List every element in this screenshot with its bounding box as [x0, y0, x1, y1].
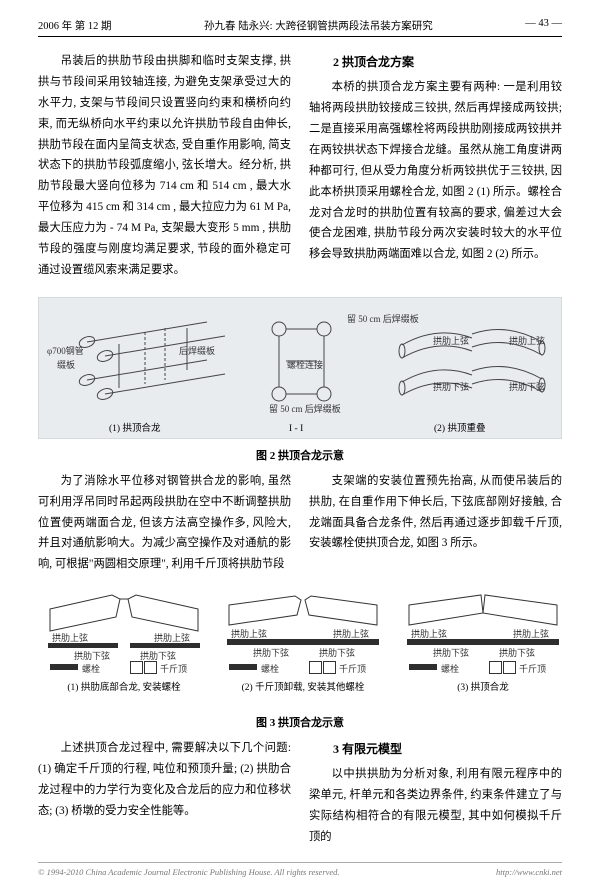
para-right1: 本桥的拱顶合龙方案主要有两种: 一是利用铰轴将两段拱肋铰接成三铰拱, 然后再焊接… — [309, 77, 562, 265]
col-right-2: 支架端的安装位置预先抬高, 从而使吊装后的拱肋, 在自重作用下伸长后, 下弦底部… — [309, 471, 562, 579]
para-left2: 为了消除水平位移对钢管拱合龙的影响, 虽然可利用浮吊同时吊起两段拱肋在空中不断调… — [38, 471, 291, 575]
fig3-p3-jack-lbl: 千斤顶 — [519, 662, 546, 675]
figure-3-box: 拱肋上弦 拱肋上弦 拱肋下弦 拱肋下弦 螺栓 千斤顶 (1) 拱肋底部合龙, 安… — [38, 591, 562, 706]
page-footer: © 1994-2010 China Academic Journal Elect… — [38, 862, 562, 877]
para-left3: 上述拱顶合龙过程中, 需要解决以下几个问题: (1) 确定千斤顶的行程, 吨位和… — [38, 738, 291, 822]
fig3-panel1: 拱肋上弦 拱肋上弦 拱肋下弦 拱肋下弦 螺栓 千斤顶 (1) 拱肋底部合龙, 安… — [44, 591, 204, 691]
fig3-p2-jack1 — [309, 661, 322, 674]
fig3-panel2: 拱肋上弦 拱肋上弦 拱肋下弦 拱肋下弦 螺栓 千斤顶 (2) 千斤顶卸载, 安装… — [223, 591, 383, 691]
columns-3: 上述拱顶合龙过程中, 需要解决以下几个问题: (1) 确定千斤顶的行程, 吨位和… — [38, 738, 562, 852]
fig2-lbl-upper2: 拱肋上弦 — [509, 334, 545, 347]
fig3-p3-low-r: 拱肋下弦 — [499, 646, 535, 659]
col-left-3: 上述拱顶合龙过程中, 需要解决以下几个问题: (1) 确定千斤顶的行程, 吨位和… — [38, 738, 291, 852]
fig3-p3-bolt-lbl: 螺栓 — [441, 662, 459, 675]
fig2-panel1-svg — [57, 312, 237, 417]
fig3-p2-jack-lbl: 千斤顶 — [339, 662, 366, 675]
para-left1: 吊装后的拱肋节段由拱脚和临时支架支撑, 拱拱与节段间采用铰轴连接, 为避免支架承… — [38, 51, 291, 281]
col-right-3: 3 有限元模型 以中拱拱肋为分析对象, 利用有限元程序中的梁单元, 杆单元和各类… — [309, 738, 562, 852]
fig3-p1-low-l: 拱肋下弦 — [74, 649, 110, 662]
section-3-title: 3 有限元模型 — [309, 738, 562, 760]
figure-2-caption: 图 2 拱顶合龙示意 — [38, 447, 562, 463]
header-center: 孙九春 陆永兴: 大跨径钢管拱两段法吊装方案研究 — [204, 18, 433, 33]
figure-2-box: φ700钢管 缀板 后焊缀板 螺栓连接 留 50 cm 后焊缀板 — [38, 297, 562, 439]
fig3-p1-bolt — [50, 664, 78, 670]
fig2-lbl-lower1: 拱肋下弦 — [433, 380, 469, 393]
page-header: 2006 年 第 12 期 孙九春 陆永兴: 大跨径钢管拱两段法吊装方案研究 —… — [38, 18, 562, 37]
fig2-lbl-lower2: 拱肋下弦 — [509, 380, 545, 393]
figure-3: 拱肋上弦 拱肋上弦 拱肋下弦 拱肋下弦 螺栓 千斤顶 (1) 拱肋底部合龙, 安… — [38, 591, 562, 730]
fig2-lbl-houhan: 后焊缀板 — [179, 344, 215, 357]
fig3-p2-low-r: 拱肋下弦 — [319, 646, 355, 659]
fig2-lbl-upper1: 拱肋上弦 — [433, 334, 469, 347]
columns-2: 为了消除水平位移对钢管拱合龙的影响, 虽然可利用浮吊同时吊起两段拱肋在空中不断调… — [38, 471, 562, 579]
fig3-p3-low-l: 拱肋下弦 — [433, 646, 469, 659]
fig2-sub2: (2) 拱顶重叠 — [434, 420, 485, 434]
fig3-p1-bar-r — [130, 643, 200, 648]
fig3-p1-bar-l — [48, 643, 118, 648]
fig3-p1-jack1 — [130, 661, 143, 674]
page: 2006 年 第 12 期 孙九春 陆永兴: 大跨径钢管拱两段法吊装方案研究 —… — [0, 0, 600, 887]
fig3-p3-bar — [407, 639, 559, 645]
fig3-p2-bolt — [229, 664, 257, 670]
fig3-p2-bar — [227, 639, 379, 645]
fig2-mid: I - I — [289, 424, 303, 434]
fig3-p3-bolt — [409, 664, 437, 670]
fig2-sub1: (1) 拱顶合龙 — [109, 420, 160, 434]
fig3-p2-bolt-lbl: 螺栓 — [261, 662, 279, 675]
fig2-lbl-phi700: φ700钢管 — [47, 344, 84, 357]
columns-1: 吊装后的拱肋节段由拱脚和临时支架支撑, 拱拱与节段间采用铰轴连接, 为避免支架承… — [38, 51, 562, 285]
fig3-p1-bolt-lbl: 螺栓 — [82, 662, 100, 675]
fig2-lbl-50cm-b: 留 50 cm 后焊缀板 — [269, 402, 341, 415]
col-left-1: 吊装后的拱肋节段由拱脚和临时支架支撑, 拱拱与节段间采用铰轴连接, 为避免支架承… — [38, 51, 291, 285]
fig3-sub3: (3) 拱顶合龙 — [403, 679, 563, 693]
figure-3-caption: 图 3 拱顶合龙示意 — [38, 714, 562, 730]
fig3-panel3: 拱肋上弦 拱肋上弦 拱肋下弦 拱肋下弦 螺栓 千斤顶 (3) 拱顶合龙 — [403, 591, 563, 691]
fig2-lbl-zhuiban: 缀板 — [57, 358, 75, 371]
section-2-title: 2 拱顶合龙方案 — [309, 51, 562, 73]
col-right-1: 2 拱顶合龙方案 本桥的拱顶合龙方案主要有两种: 一是利用铰轴将两段拱肋铰接成三… — [309, 51, 562, 285]
fig3-p3-jack1 — [489, 661, 502, 674]
fig3-p2-low-l: 拱肋下弦 — [253, 646, 289, 659]
col-left-2: 为了消除水平位移对钢管拱合龙的影响, 虽然可利用浮吊同时吊起两段拱肋在空中不断调… — [38, 471, 291, 579]
fig3-p1-jack-lbl: 千斤顶 — [160, 662, 187, 675]
fig3-p1-jack2 — [144, 661, 157, 674]
fig3-sub1: (1) 拱肋底部合龙, 安装螺栓 — [44, 679, 204, 693]
para-right2: 支架端的安装位置预先抬高, 从而使吊装后的拱肋, 在自重作用下伸长后, 下弦底部… — [309, 471, 562, 555]
header-right: — 43 — — [525, 18, 562, 33]
fig3-p2-jack2 — [323, 661, 336, 674]
fig2-lbl-bolt: 螺栓连接 — [287, 358, 323, 371]
fig3-sub2: (2) 千斤顶卸载, 安装其他螺栓 — [223, 679, 383, 693]
footer-left: © 1994-2010 China Academic Journal Elect… — [38, 867, 340, 877]
header-left: 2006 年 第 12 期 — [38, 18, 112, 33]
fig3-p3-jack2 — [503, 661, 516, 674]
para-right3: 以中拱拱肋为分析对象, 利用有限元程序中的梁单元, 杆单元和各类边界条件, 约束… — [309, 764, 562, 848]
figure-2: φ700钢管 缀板 后焊缀板 螺栓连接 留 50 cm 后焊缀板 — [38, 297, 562, 463]
footer-right: http://www.cnki.net — [496, 867, 562, 877]
